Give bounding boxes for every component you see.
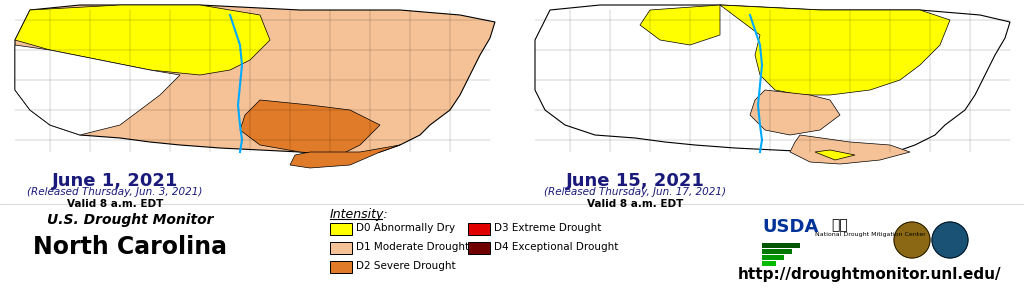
Text: 🌿🌳: 🌿🌳 [831, 218, 848, 232]
FancyBboxPatch shape [762, 249, 792, 254]
Text: (Released Thursday, Jun. 3, 2021): (Released Thursday, Jun. 3, 2021) [28, 187, 203, 197]
FancyBboxPatch shape [330, 223, 352, 235]
Text: Valid 8 a.m. EDT: Valid 8 a.m. EDT [67, 199, 163, 209]
Text: National Drought Mitigation Center: National Drought Mitigation Center [815, 232, 926, 237]
FancyBboxPatch shape [762, 255, 784, 260]
Polygon shape [15, 5, 495, 155]
Text: http://droughtmonitor.unl.edu/: http://droughtmonitor.unl.edu/ [738, 267, 1001, 282]
Polygon shape [720, 5, 950, 95]
Polygon shape [15, 5, 270, 75]
Text: Valid 8 a.m. EDT: Valid 8 a.m. EDT [587, 199, 683, 209]
Polygon shape [535, 5, 1010, 155]
Polygon shape [15, 45, 180, 135]
Polygon shape [750, 90, 840, 135]
Text: June 15, 2021: June 15, 2021 [565, 172, 705, 190]
Circle shape [932, 222, 968, 258]
FancyBboxPatch shape [330, 242, 352, 254]
Polygon shape [790, 135, 910, 164]
Text: USDA: USDA [762, 218, 818, 236]
Text: D2 Severe Drought: D2 Severe Drought [356, 261, 456, 271]
Text: U.S. Drought Monitor: U.S. Drought Monitor [47, 213, 213, 227]
Text: Intensity:: Intensity: [330, 208, 389, 221]
FancyBboxPatch shape [468, 223, 490, 235]
FancyBboxPatch shape [468, 242, 490, 254]
Polygon shape [640, 5, 720, 45]
Text: D4 Exceptional Drought: D4 Exceptional Drought [494, 242, 618, 252]
Polygon shape [815, 150, 855, 160]
Text: D0 Abnormally Dry: D0 Abnormally Dry [356, 223, 455, 233]
Text: North Carolina: North Carolina [33, 235, 227, 259]
FancyBboxPatch shape [530, 6, 1017, 168]
FancyBboxPatch shape [10, 6, 497, 168]
Text: D3 Extreme Drought: D3 Extreme Drought [494, 223, 601, 233]
FancyBboxPatch shape [762, 261, 776, 266]
Text: (Released Thursday, Jun. 17, 2021): (Released Thursday, Jun. 17, 2021) [544, 187, 726, 197]
Text: June 1, 2021: June 1, 2021 [52, 172, 178, 190]
Polygon shape [240, 100, 380, 155]
FancyBboxPatch shape [330, 261, 352, 273]
Text: D1 Moderate Drought: D1 Moderate Drought [356, 242, 469, 252]
FancyBboxPatch shape [762, 243, 800, 248]
Circle shape [894, 222, 930, 258]
Polygon shape [290, 145, 400, 168]
